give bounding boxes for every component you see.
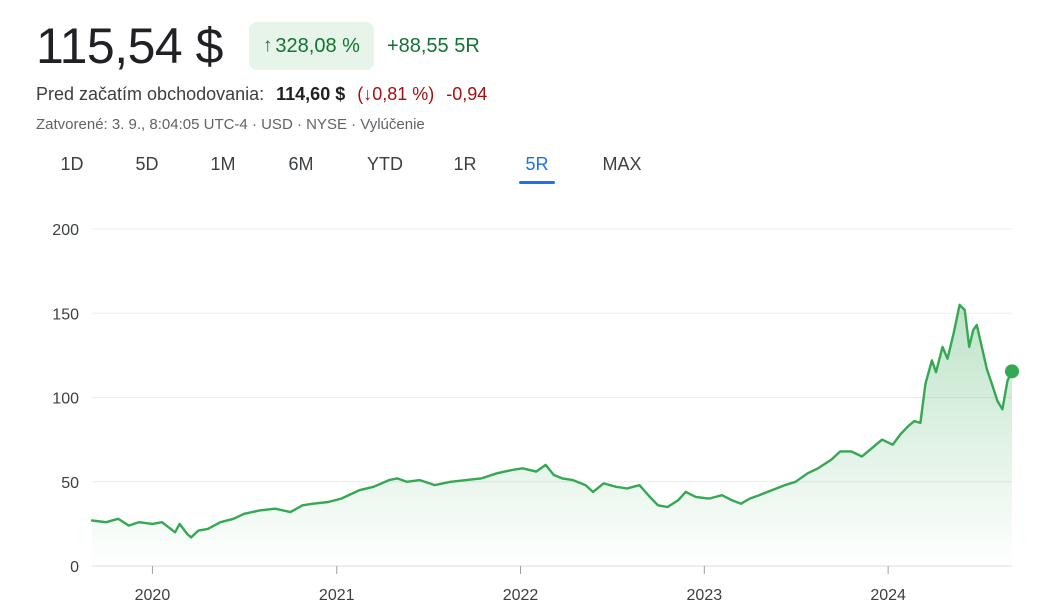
premarket-row: Pred začatím obchodovania: 114,60 $ (↓0,… bbox=[36, 84, 487, 105]
change-period: 5R bbox=[454, 34, 480, 57]
y-axis: 0 50 100 150 200 bbox=[52, 222, 79, 576]
tab-range-1d[interactable]: 1D bbox=[60, 154, 84, 174]
price-header: 115,54 $ ↑ 328,08 % +88,55 5R bbox=[36, 16, 480, 76]
change-absolute-group: +88,55 5R bbox=[387, 35, 480, 58]
x-tick-label: 2021 bbox=[319, 587, 355, 604]
premarket-label: Pred začatím obchodovania: bbox=[36, 84, 265, 104]
last-price-marker bbox=[1005, 364, 1019, 379]
tab-range-5d[interactable]: 5D bbox=[135, 154, 159, 174]
tab-range-max[interactable]: MAX bbox=[602, 154, 642, 174]
tab-range-6m[interactable]: 6M bbox=[288, 154, 314, 174]
premarket-change-percent: 0,81 % bbox=[372, 84, 429, 104]
x-tick-label: 2020 bbox=[135, 587, 171, 604]
arrow-up-icon: ↑ bbox=[262, 35, 273, 56]
y-tick-label: 0 bbox=[70, 559, 79, 576]
change-percent-badge: ↑ 328,08 % bbox=[248, 22, 374, 70]
y-tick-label: 200 bbox=[52, 222, 79, 239]
y-tick-label: 50 bbox=[61, 475, 79, 492]
series-area-fill bbox=[92, 304, 1012, 566]
x-tick-label: 2024 bbox=[870, 587, 906, 604]
x-axis: 2020 2021 2022 2023 2024 bbox=[135, 566, 906, 604]
y-tick-label: 100 bbox=[52, 391, 79, 408]
x-tick-label: 2023 bbox=[687, 587, 723, 604]
tab-range-1m[interactable]: 1M bbox=[210, 154, 236, 174]
series-line bbox=[90, 303, 1014, 539]
tab-range-5r[interactable]: 5R bbox=[525, 154, 549, 174]
change-percent: 328,08 % bbox=[275, 34, 360, 57]
premarket-price: 114,60 $ bbox=[276, 84, 346, 104]
arrow-down-icon: ↓ bbox=[363, 84, 373, 104]
y-tick-label: 150 bbox=[52, 306, 79, 323]
tab-range-1r[interactable]: 1R bbox=[453, 154, 477, 174]
premarket-change-absolute: -0,94 bbox=[446, 84, 488, 104]
current-price: 115,54 $ bbox=[36, 18, 223, 74]
x-tick-label: 2022 bbox=[503, 587, 539, 604]
tab-range-ytd[interactable]: YTD bbox=[367, 154, 403, 174]
premarket-change-percent-group: (↓0,81 %) bbox=[357, 84, 435, 104]
change-absolute: +88,55 bbox=[386, 34, 449, 57]
market-meta: Zatvorené: 3. 9., 8:04:05 UTC-4 · USD · … bbox=[36, 116, 425, 133]
selected-tab-underline bbox=[519, 181, 555, 184]
